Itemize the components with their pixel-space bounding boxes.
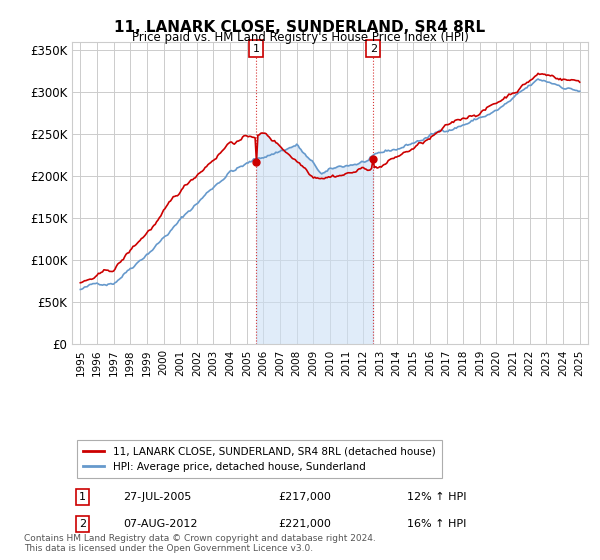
Text: 12% ↑ HPI: 12% ↑ HPI bbox=[407, 492, 467, 502]
Text: 1: 1 bbox=[253, 44, 260, 54]
Text: Contains HM Land Registry data © Crown copyright and database right 2024.
This d: Contains HM Land Registry data © Crown c… bbox=[24, 534, 376, 553]
Text: 07-AUG-2012: 07-AUG-2012 bbox=[124, 519, 198, 529]
Text: 2: 2 bbox=[79, 519, 86, 529]
Text: 2: 2 bbox=[370, 44, 377, 54]
Text: £221,000: £221,000 bbox=[278, 519, 331, 529]
Text: 11, LANARK CLOSE, SUNDERLAND, SR4 8RL: 11, LANARK CLOSE, SUNDERLAND, SR4 8RL bbox=[115, 20, 485, 35]
Text: 16% ↑ HPI: 16% ↑ HPI bbox=[407, 519, 467, 529]
Legend: 11, LANARK CLOSE, SUNDERLAND, SR4 8RL (detached house), HPI: Average price, deta: 11, LANARK CLOSE, SUNDERLAND, SR4 8RL (d… bbox=[77, 440, 442, 478]
Text: 27-JUL-2005: 27-JUL-2005 bbox=[124, 492, 192, 502]
Text: 1: 1 bbox=[79, 492, 86, 502]
Text: £217,000: £217,000 bbox=[278, 492, 331, 502]
Text: Price paid vs. HM Land Registry's House Price Index (HPI): Price paid vs. HM Land Registry's House … bbox=[131, 31, 469, 44]
